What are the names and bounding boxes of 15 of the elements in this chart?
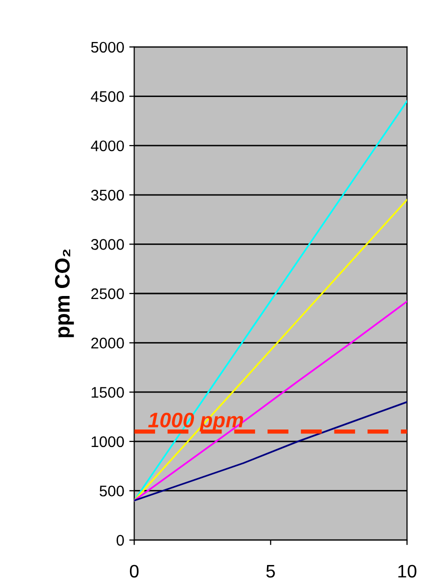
y-tick-label: 3000 (91, 239, 124, 250)
x-tick-label: 10 (398, 564, 416, 578)
x-tick-label: 5 (266, 565, 275, 578)
y-tick-label: 2500 (91, 288, 124, 300)
y-tick-label: 5000 (91, 42, 124, 53)
y-tick-label: 1000 (92, 436, 124, 448)
y-tick-label: 3500 (91, 190, 124, 201)
y-tick-label: 4500 (90, 91, 124, 102)
y-axis-title: ppm CO₂ (54, 249, 74, 338)
x-tick-label: 0 (130, 564, 139, 578)
y-tick-label: 1500 (92, 386, 124, 398)
y-tick-label: 4000 (90, 140, 124, 152)
y-tick-label: 500 (100, 486, 124, 496)
y-tick-label: 2000 (91, 338, 124, 348)
y-tick-label: 0 (116, 534, 124, 546)
